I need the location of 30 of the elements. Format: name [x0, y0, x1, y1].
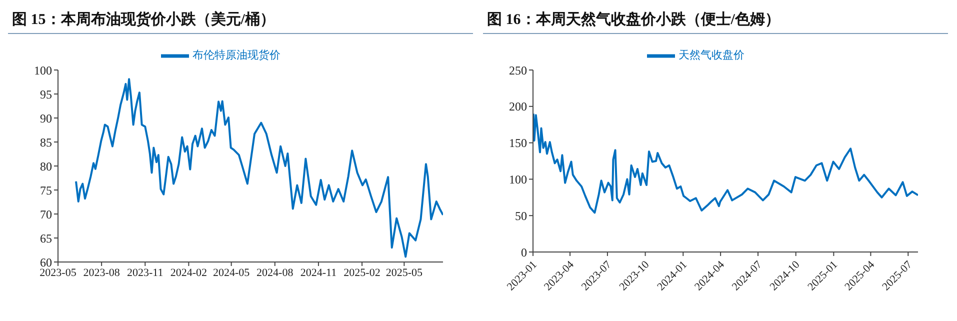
x-tick-label: 2024-02: [170, 266, 208, 279]
x-tick-label: 2023-05: [40, 266, 77, 279]
x-tick-label: 2024-08: [256, 266, 294, 279]
line-series: [533, 112, 918, 214]
y-tick-label: 60: [40, 255, 52, 270]
y-tick-label: 200: [509, 100, 527, 114]
y-tick-label: 70: [40, 207, 52, 222]
chart-title: 图 15：本周布油现货价小跌（美元/桶）: [8, 8, 473, 34]
y-tick-label: 50: [515, 208, 527, 223]
y-tick-label: 75: [40, 183, 52, 198]
legend-label: 天然气收盘价: [678, 50, 744, 62]
y-tick-label: 250: [509, 63, 527, 78]
x-tick-label: 2025-05: [386, 266, 423, 279]
chart-title: 图 16：本周天然气收盘价小跌（便士/色姆）: [483, 8, 948, 34]
y-tick-label: 100: [509, 172, 527, 186]
x-tick-label: 2024-11: [300, 266, 337, 279]
y-tick-label: 80: [40, 159, 52, 174]
y-tick-label: 100: [34, 63, 52, 78]
y-tick-label: 95: [40, 87, 52, 102]
y-tick-label: 90: [40, 111, 52, 126]
x-tick-label: 2023-08: [83, 266, 120, 279]
line-series: [74, 78, 443, 258]
x-tick-label: 2024-05: [212, 266, 250, 279]
x-tick-label: 2023-11: [127, 266, 164, 279]
y-tick-label: 85: [40, 135, 52, 150]
y-tick-label: 0: [521, 245, 527, 260]
y-tick-label: 150: [509, 136, 527, 150]
legend-label: 布伦特原油现货价: [192, 50, 280, 62]
x-tick-label: 2025-02: [344, 266, 380, 279]
y-tick-label: 65: [40, 231, 52, 246]
